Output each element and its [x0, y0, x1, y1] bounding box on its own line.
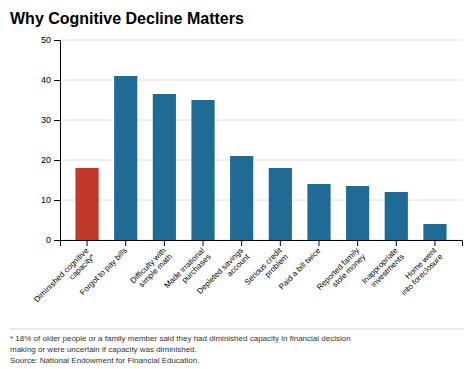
- x-tick-mark: [164, 240, 165, 246]
- bar: [307, 184, 330, 240]
- x-tick: Reported familystole money: [315, 240, 367, 298]
- y-tick: 10: [41, 195, 60, 205]
- chart: 0 10 20 30 40 50 Diminished cognitivecapacity*…: [0, 0, 474, 369]
- x-tick: Depleted savingsaccount: [195, 240, 252, 302]
- x-axis-line: [61, 241, 463, 247]
- x-tick-mark: [203, 240, 204, 246]
- x-tick-mark: [434, 240, 435, 246]
- x-tick: Home wentinto foreclosure: [393, 240, 445, 297]
- y-tick-mark: [54, 40, 60, 41]
- y-tick-label: 10: [41, 195, 51, 205]
- x-tick-label: Forgot to pay bills: [78, 246, 129, 297]
- x-tick-label-line: into foreclosure: [400, 252, 445, 297]
- x-tick-label: Inappropriateinvestments: [360, 246, 406, 292]
- x-tick-mark: [241, 240, 242, 246]
- footnote: * 18% of older people or a family member…: [10, 334, 351, 365]
- x-tick-label-line: Forgot to pay bills: [78, 246, 129, 297]
- bar: [114, 76, 137, 240]
- x-tick-mark: [357, 240, 358, 246]
- y-tick: 0: [46, 235, 60, 245]
- plot: 0 10 20 30 40 50 Diminished cognitivecapacity*…: [32, 35, 462, 310]
- x-axis: Diminished cognitivecapacity*Forgot to p…: [32, 240, 462, 311]
- y-tick-mark: [54, 240, 60, 241]
- bar: [75, 168, 98, 240]
- x-tick-label: Diminished cognitivecapacity*: [32, 246, 97, 311]
- bar: [423, 224, 446, 240]
- bars: [75, 76, 446, 240]
- x-tick-mark: [87, 240, 88, 246]
- footnote-line: * 18% of older people or a family member…: [10, 334, 351, 343]
- y-tick-label: 40: [41, 75, 51, 85]
- y-tick: 40: [41, 75, 60, 85]
- x-tick-mark: [396, 240, 397, 246]
- bar: [346, 186, 369, 240]
- y-tick-mark: [54, 120, 60, 121]
- x-tick-label: Depleted savingsaccount: [195, 245, 252, 302]
- x-tick-label: Home wentinto foreclosure: [393, 245, 445, 297]
- x-tick: Inappropriateinvestments: [360, 240, 406, 292]
- bar: [230, 156, 253, 240]
- y-tick: 30: [41, 115, 60, 125]
- y-tick-label: 0: [46, 235, 51, 245]
- y-tick-label: 30: [41, 115, 51, 125]
- x-tick: Forgot to pay bills: [78, 240, 129, 297]
- y-axis: 0 10 20 30 40 50: [41, 35, 61, 245]
- y-tick: 50: [41, 35, 60, 45]
- grid-line: [60, 40, 462, 41]
- x-tick-label-line: stole money: [330, 252, 367, 289]
- y-tick: 20: [41, 155, 60, 165]
- x-tick: Diminished cognitivecapacity*: [32, 240, 97, 311]
- y-tick-label: 50: [41, 35, 51, 45]
- x-tick-label: Reported familystole money: [315, 246, 367, 298]
- y-tick-mark: [54, 80, 60, 81]
- title: Why Cognitive Decline Matters: [10, 10, 244, 27]
- footnote-line: Source: National Endowment for Financial…: [10, 356, 199, 365]
- separator: [10, 329, 464, 330]
- x-tick-label-line: investments: [369, 252, 406, 289]
- bar: [153, 94, 176, 240]
- grid: [60, 40, 462, 240]
- bar: [385, 192, 408, 240]
- footnote-line: making or were uncertain if capacity was…: [10, 345, 197, 354]
- y-tick-label: 20: [41, 155, 51, 165]
- y-axis-line: [54, 41, 61, 241]
- x-tick-mark: [318, 240, 319, 246]
- bar: [269, 168, 292, 240]
- bar: [191, 100, 214, 240]
- x-tick-mark: [280, 240, 281, 246]
- x-tick-mark: [125, 240, 126, 246]
- y-tick-mark: [54, 160, 60, 161]
- y-tick-mark: [54, 200, 60, 201]
